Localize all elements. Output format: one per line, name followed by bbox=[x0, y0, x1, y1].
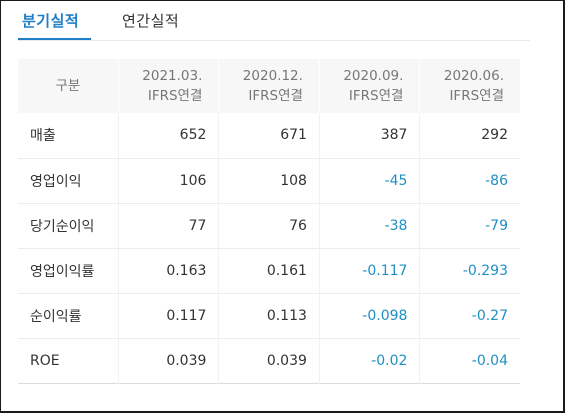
table-row-roe: ROE 0.039 0.039 -0.02 -0.04 bbox=[18, 338, 520, 383]
tab-active-indicator bbox=[18, 38, 91, 40]
header-category: 구분 bbox=[55, 78, 81, 94]
table-cell: 106 bbox=[117, 158, 219, 203]
tab-annual[interactable]: 연간실적 bbox=[122, 12, 180, 30]
table-row-net-income: 당기순이익 77 76 -38 -79 bbox=[18, 203, 520, 248]
header-period: 2020.12. IFRS연결 bbox=[218, 59, 320, 113]
header-period: 2020.06. IFRS연결 bbox=[419, 59, 520, 113]
table-cell: 76 bbox=[218, 203, 320, 248]
table-row-revenue: 매출 652 671 387 292 bbox=[18, 113, 520, 158]
table-cell: 77 bbox=[117, 203, 219, 248]
row-label: ROE bbox=[30, 352, 60, 369]
table-row-operating-margin: 영업이익률 0.163 0.161 -0.117 -0.293 bbox=[18, 248, 520, 293]
table-cell: -0.293 bbox=[419, 248, 520, 293]
table-cell: -0.27 bbox=[419, 293, 520, 338]
period-date: 2020.06. bbox=[443, 68, 504, 84]
table-cell: 0.113 bbox=[218, 293, 320, 338]
period-standard: IFRS연결 bbox=[449, 88, 504, 104]
tab-divider bbox=[18, 40, 530, 41]
period-date: 2021.03. bbox=[142, 68, 203, 84]
table-cell: 0.117 bbox=[117, 293, 219, 338]
period-standard: IFRS연결 bbox=[348, 88, 404, 104]
period-standard: IFRS연결 bbox=[147, 88, 203, 104]
table-row-operating-profit: 영업이익 106 108 -45 -86 bbox=[18, 158, 520, 203]
table-cell: -79 bbox=[419, 203, 520, 248]
tab-quarterly[interactable]: 분기실적 bbox=[22, 12, 80, 30]
table-cell: -86 bbox=[419, 158, 520, 203]
table-cell: -0.02 bbox=[318, 338, 420, 383]
table-cell: -0.098 bbox=[318, 293, 420, 338]
table-cell: 0.039 bbox=[218, 338, 320, 383]
period-date: 2020.09. bbox=[343, 68, 404, 84]
tab-bar: 분기실적 연간실적 bbox=[18, 0, 528, 41]
row-label: 매출 bbox=[30, 128, 56, 145]
period-date: 2020.12. bbox=[242, 68, 303, 84]
table-cell: 108 bbox=[218, 158, 320, 203]
row-label: 영업이익 bbox=[30, 173, 82, 190]
row-label: 순이익률 bbox=[30, 308, 82, 325]
table-row-net-margin: 순이익률 0.117 0.113 -0.098 -0.27 bbox=[18, 293, 520, 338]
table-cell: -45 bbox=[318, 158, 420, 203]
period-standard: IFRS연결 bbox=[248, 88, 303, 104]
table-header-row: 구분 2021.03. IFRS연결 2020.12. IFRS연결 2020.09… bbox=[18, 59, 520, 113]
table-cell: 292 bbox=[419, 113, 520, 158]
table-cell: 0.039 bbox=[117, 338, 219, 383]
table-cell: 671 bbox=[218, 113, 320, 158]
table-cell: -0.04 bbox=[419, 338, 520, 383]
table-cell: 0.163 bbox=[117, 248, 219, 293]
financial-table: 구분 2021.03. IFRS연결 2020.12. IFRS연결 2020.09… bbox=[18, 59, 520, 384]
row-label: 영업이익률 bbox=[30, 263, 95, 280]
header-period: 2021.03. IFRS연결 bbox=[117, 59, 219, 113]
header-period: 2020.09. IFRS연결 bbox=[318, 59, 420, 113]
table-cell: -38 bbox=[318, 203, 420, 248]
row-label: 당기순이익 bbox=[30, 218, 95, 235]
table-cell: 652 bbox=[117, 113, 219, 158]
table-cell: 387 bbox=[318, 113, 420, 158]
table-cell: 0.161 bbox=[218, 248, 320, 293]
table-cell: -0.117 bbox=[318, 248, 420, 293]
